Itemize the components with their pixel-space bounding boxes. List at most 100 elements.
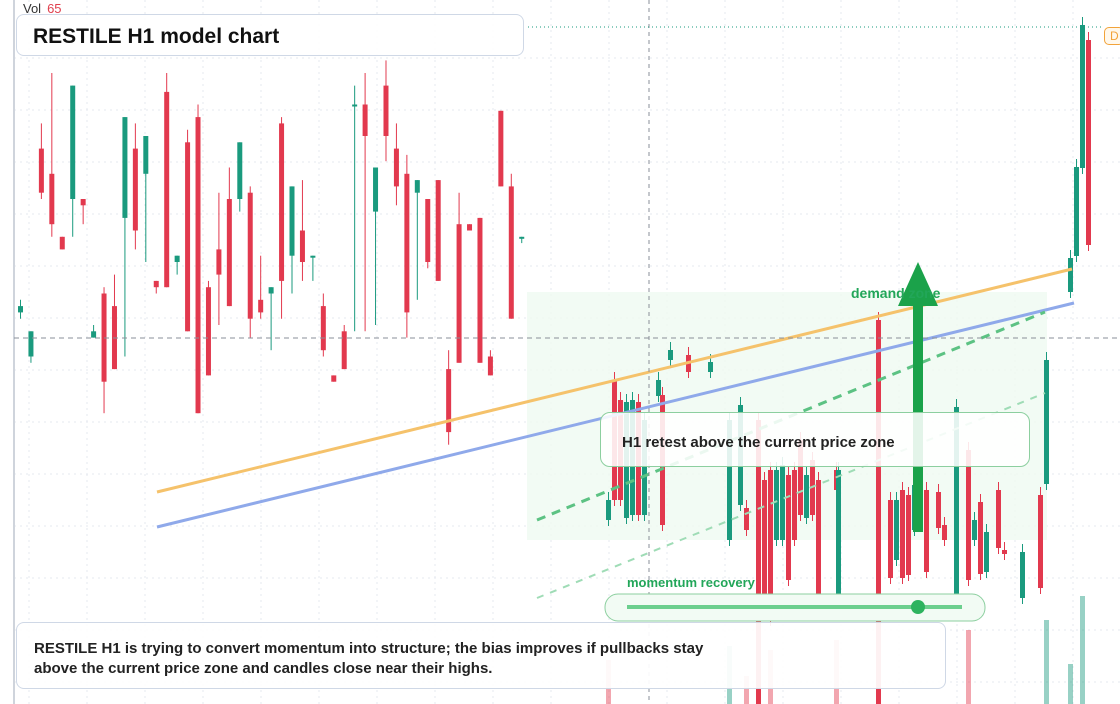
candle-body bbox=[352, 104, 358, 107]
candle-body bbox=[642, 420, 647, 515]
volume-readout: Vol 65 bbox=[23, 1, 62, 16]
candle-body bbox=[1044, 360, 1049, 484]
candle-body bbox=[174, 255, 180, 262]
candle-body bbox=[519, 236, 525, 239]
candle-body bbox=[1068, 258, 1073, 292]
candle-body bbox=[798, 440, 803, 515]
candle-body bbox=[906, 495, 911, 575]
candle-body bbox=[1038, 495, 1043, 588]
candle-body bbox=[1074, 167, 1079, 256]
candle-body bbox=[331, 375, 337, 382]
candle-body bbox=[1020, 552, 1025, 598]
candle-body bbox=[780, 465, 785, 540]
candle-body bbox=[373, 167, 379, 212]
candle-body bbox=[756, 420, 761, 704]
volume-value: 65 bbox=[47, 1, 62, 16]
candle-body bbox=[1080, 25, 1085, 168]
callout-text: H1 retest above the current price zone bbox=[622, 434, 895, 451]
candle-body bbox=[195, 117, 201, 414]
candle-body bbox=[205, 287, 211, 376]
candle-body bbox=[924, 490, 929, 572]
candle-body bbox=[786, 475, 791, 580]
candle-body bbox=[122, 117, 128, 218]
candle-body bbox=[936, 492, 941, 528]
candle-body bbox=[237, 142, 243, 199]
candle-body bbox=[320, 306, 326, 351]
candle-body bbox=[393, 148, 399, 187]
candle-body bbox=[341, 331, 347, 370]
candle-body bbox=[153, 280, 159, 288]
candle-body bbox=[435, 180, 441, 281]
candle-body bbox=[414, 180, 420, 193]
demand-zone-label: demand zone bbox=[851, 285, 941, 301]
candle-body bbox=[216, 249, 222, 275]
candle-body bbox=[984, 532, 989, 572]
momentum-knob bbox=[911, 600, 925, 614]
volume-bar bbox=[1068, 664, 1073, 704]
candle-body bbox=[18, 306, 23, 313]
candle-body bbox=[49, 173, 55, 225]
candle-body bbox=[310, 255, 316, 258]
volume-bar bbox=[966, 630, 971, 704]
candle-body bbox=[606, 500, 611, 520]
candle-body bbox=[668, 350, 673, 360]
momentum-label: momentum recovery bbox=[627, 575, 755, 590]
candle-body bbox=[143, 136, 149, 174]
candle-body bbox=[268, 287, 274, 294]
candle-body bbox=[804, 475, 809, 518]
candle-body bbox=[498, 110, 504, 187]
candle-body bbox=[836, 470, 841, 597]
candle-body bbox=[59, 236, 65, 250]
candle-body bbox=[70, 85, 76, 199]
candle-body bbox=[289, 186, 295, 256]
candle-body bbox=[954, 407, 959, 600]
candle-body bbox=[966, 450, 971, 580]
analysis-note-box: RESTILE H1 is trying to convert momentum… bbox=[16, 622, 946, 689]
candle-body bbox=[446, 369, 452, 433]
candle-body bbox=[185, 142, 191, 332]
candle-body bbox=[383, 85, 389, 136]
candle-body bbox=[894, 500, 899, 560]
volume-label: Vol bbox=[23, 1, 42, 16]
candle-body bbox=[299, 230, 305, 262]
candle-body bbox=[28, 331, 34, 357]
candle-body bbox=[972, 520, 977, 540]
candle-body bbox=[279, 123, 285, 281]
volume-bar bbox=[744, 676, 749, 704]
volume-bar bbox=[1080, 596, 1085, 704]
candle-body bbox=[477, 217, 483, 363]
candle-body bbox=[708, 362, 713, 372]
candle-body bbox=[656, 380, 661, 396]
candle-body bbox=[792, 470, 797, 540]
price-badge: D bbox=[1104, 27, 1120, 45]
candle-body bbox=[508, 186, 514, 319]
candle-body bbox=[362, 104, 368, 136]
candle-body bbox=[996, 490, 1001, 548]
retest-callout: H1 retest above the current price zone bbox=[600, 412, 1030, 467]
candle-body bbox=[900, 490, 905, 578]
volume-bar bbox=[1044, 620, 1049, 704]
candle-body bbox=[80, 199, 86, 206]
candle-body bbox=[38, 148, 44, 193]
chart-title: RESTILE H1 model chart bbox=[33, 25, 280, 48]
candle-body bbox=[768, 470, 773, 620]
candle-body bbox=[456, 224, 462, 363]
candle-body bbox=[876, 320, 881, 704]
candle-body bbox=[425, 199, 431, 262]
candle-body bbox=[404, 173, 410, 313]
candle-body bbox=[727, 420, 732, 540]
analysis-note: RESTILE H1 is trying to convert momentum… bbox=[34, 640, 704, 677]
candle-body bbox=[978, 502, 983, 574]
candle-body bbox=[258, 299, 264, 313]
left-candles bbox=[18, 60, 525, 445]
candle-body bbox=[132, 148, 138, 231]
title-box: RESTILE H1 model chart bbox=[16, 14, 524, 56]
candle-body bbox=[91, 331, 97, 338]
candle-body bbox=[888, 500, 893, 578]
candle-body bbox=[774, 470, 779, 540]
candle-body bbox=[247, 192, 253, 319]
candle-body bbox=[467, 224, 473, 231]
candle-body bbox=[744, 508, 749, 530]
candle-body bbox=[164, 91, 170, 288]
